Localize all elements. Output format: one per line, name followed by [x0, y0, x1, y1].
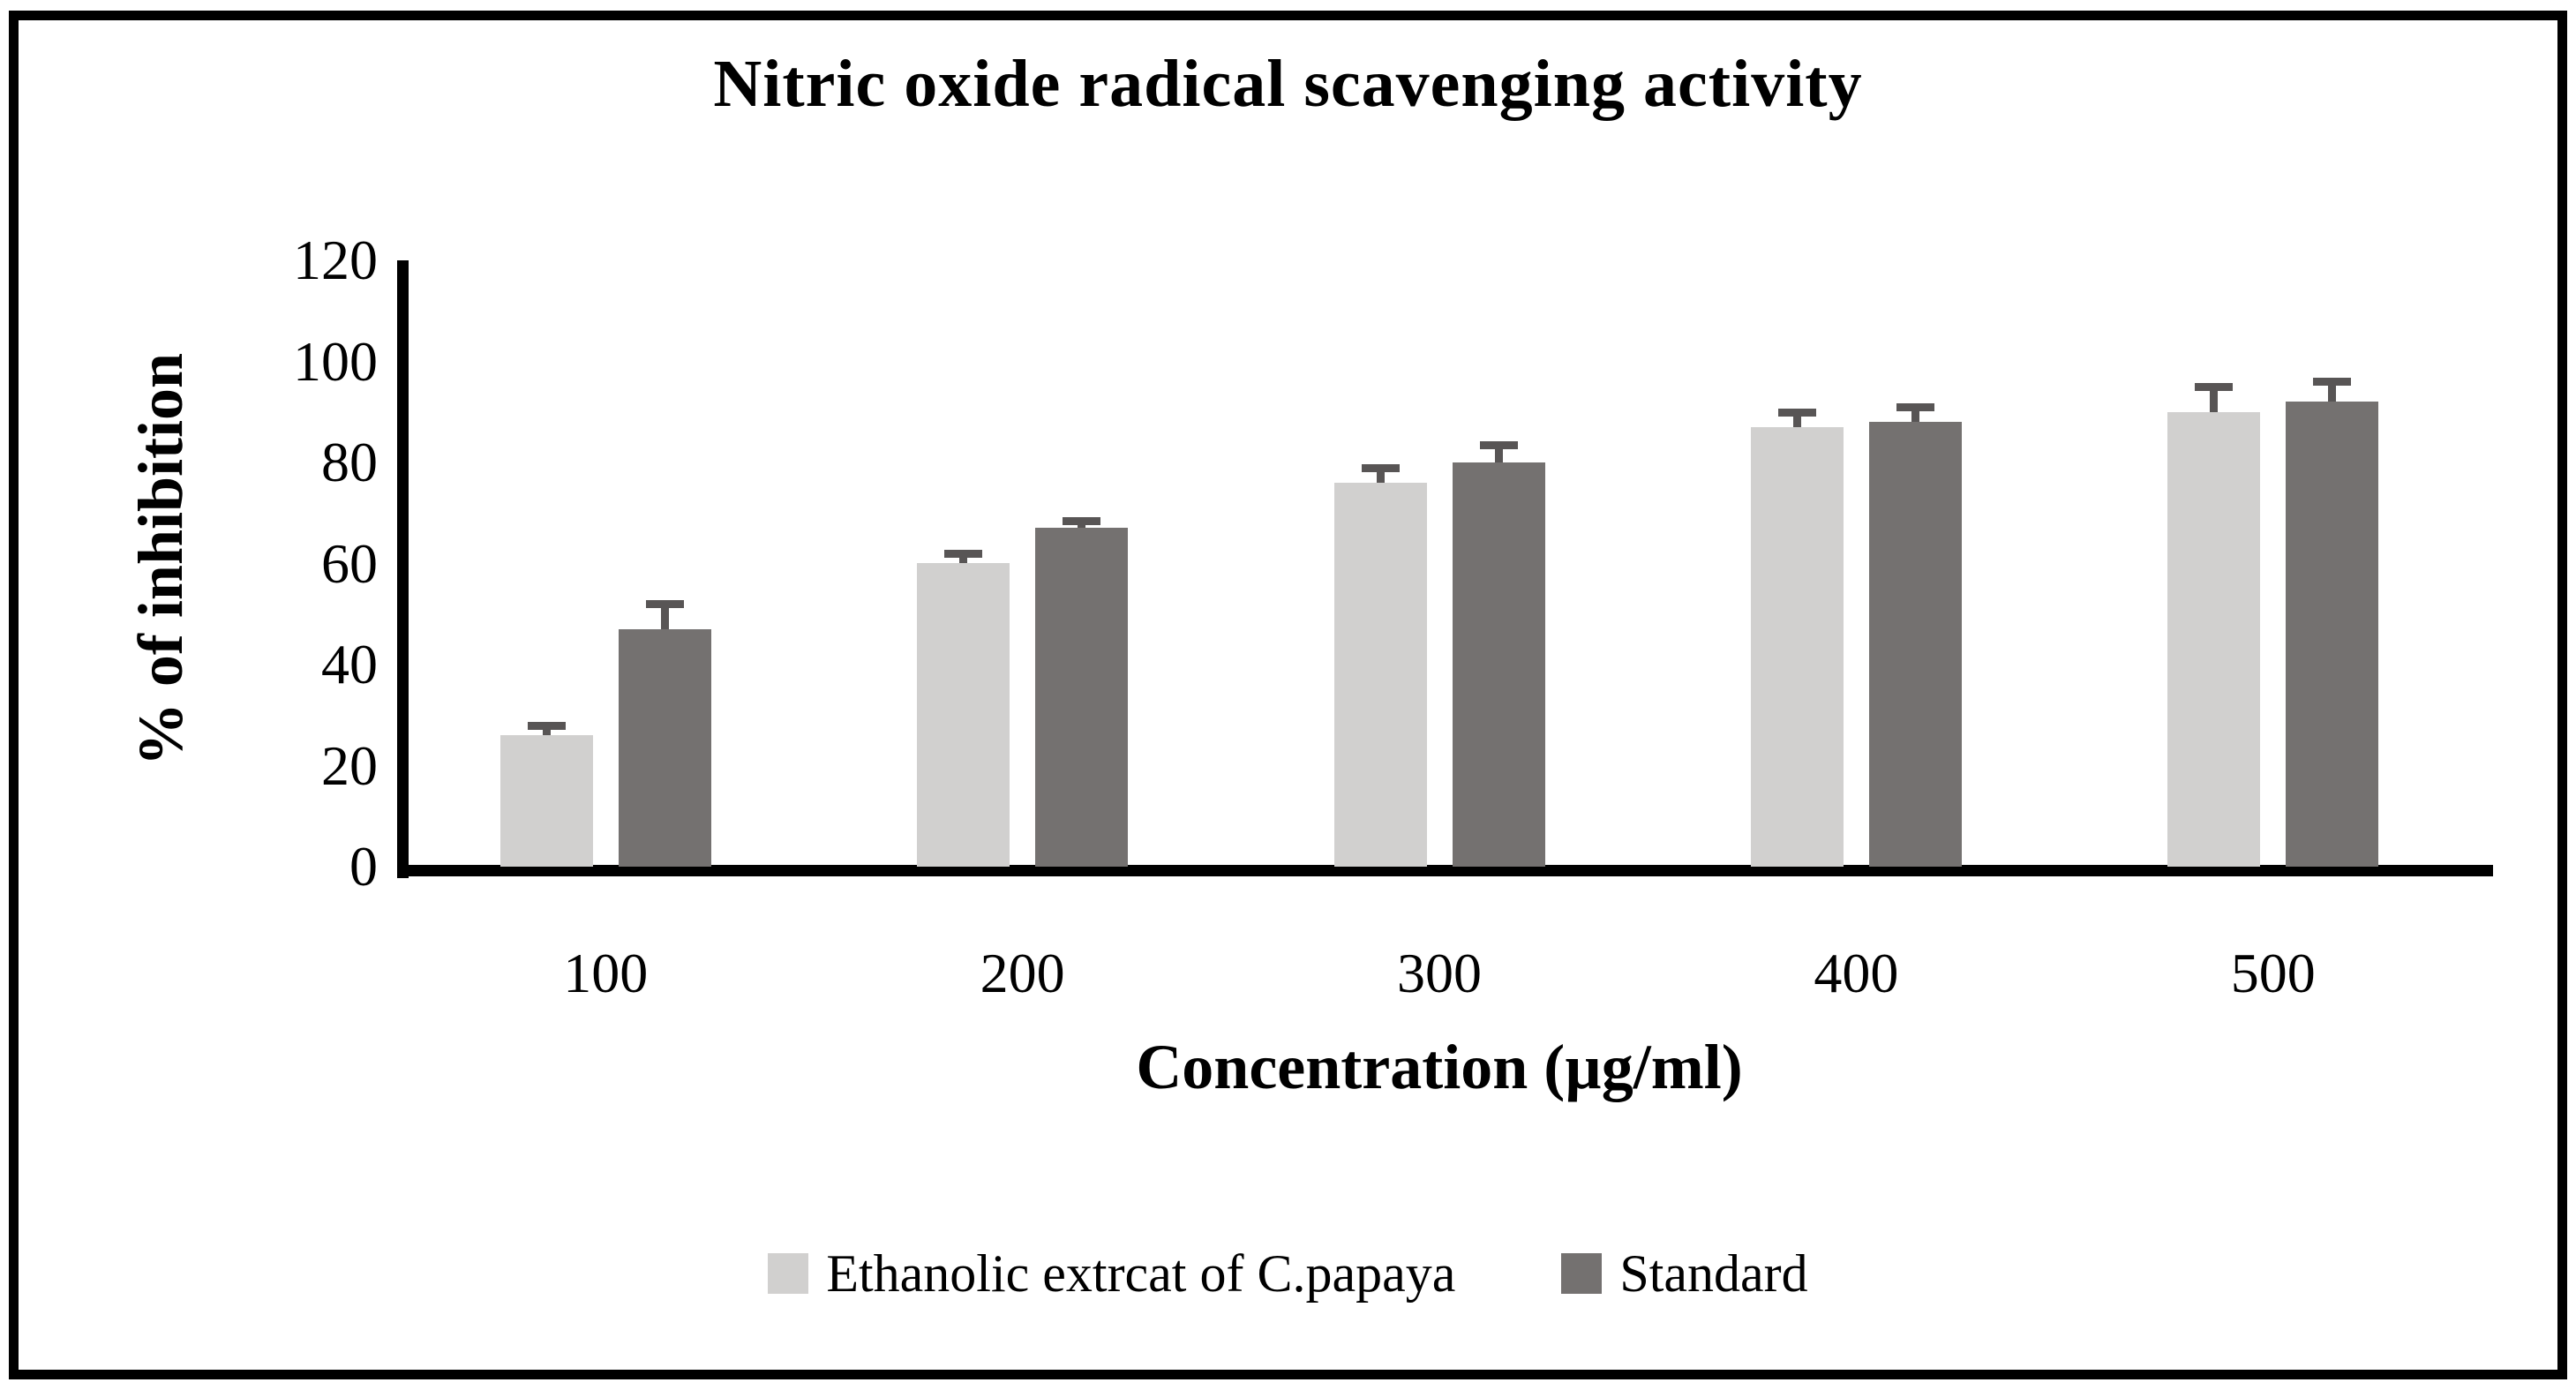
bar-100-series2 [618, 629, 711, 867]
bar-400-series1 [1750, 427, 1844, 867]
x-category-label-500: 500 [2230, 942, 2316, 1004]
chart-title: Nitric oxide radical scavenging activity [713, 47, 1863, 121]
legend-label: Standard [1619, 1243, 1808, 1303]
legend-item-series2: Standard [1561, 1243, 1808, 1304]
legend-swatch-icon [1561, 1253, 1603, 1294]
x-axis-title: Concentration (µg/ml) [1136, 1032, 1743, 1102]
x-axis-line [397, 865, 2493, 876]
error-bar-cap [1777, 409, 1816, 417]
y-tick-label-100: 100 [293, 329, 378, 393]
error-bar-stem [959, 553, 968, 563]
y-tick-label-20: 20 [321, 733, 378, 797]
error-bar-stem [1494, 445, 1503, 462]
bar-300-series1 [1333, 483, 1427, 867]
y-axis-line [397, 260, 409, 878]
y-tick-label-60: 60 [321, 531, 378, 595]
y-tick-label-40: 40 [321, 633, 378, 695]
error-bar-cap [2313, 378, 2352, 386]
legend: Ethanolic extrcat of C.papaya Standard [0, 1244, 2576, 1303]
error-bar-cap [2195, 383, 2234, 391]
bar-200-series2 [1035, 528, 1129, 867]
error-bar-stem [2328, 381, 2337, 402]
x-category-label-100: 100 [563, 942, 649, 1004]
y-tick-label-120: 120 [293, 229, 378, 291]
error-bar-cap [645, 600, 684, 608]
error-bar-stem [542, 725, 551, 735]
bar-500-series1 [2167, 412, 2261, 867]
error-bar-stem [1792, 412, 1801, 427]
bar-300-series2 [1452, 462, 1545, 867]
bar-100-series1 [499, 735, 593, 867]
error-bar-cap [1896, 403, 1934, 411]
x-category-label-200: 200 [980, 942, 1065, 1004]
y-tick-label-0: 0 [349, 835, 378, 898]
error-bar-cap [944, 550, 983, 558]
legend-item-series1: Ethanolic extrcat of C.papaya [768, 1243, 1455, 1304]
plot-area [397, 260, 2482, 867]
x-category-label-300: 300 [1397, 942, 1482, 1004]
error-bar-cap [527, 722, 566, 730]
bar-500-series2 [2286, 402, 2379, 867]
error-bar-stem [2210, 387, 2219, 412]
bar-400-series2 [1868, 422, 1962, 867]
error-bar-stem [660, 604, 669, 629]
error-bar-cap [1361, 464, 1400, 472]
error-bar-stem [1911, 407, 1919, 422]
legend-label: Ethanolic extrcat of C.papaya [826, 1243, 1456, 1303]
error-bar-cap [1063, 517, 1101, 525]
error-bar-cap [1479, 441, 1518, 449]
x-category-label-400: 400 [1814, 942, 1899, 1004]
legend-swatch-icon [768, 1253, 809, 1294]
error-bar-stem [1376, 468, 1385, 483]
y-tick-label-80: 80 [321, 431, 378, 493]
bar-200-series1 [917, 563, 1010, 867]
